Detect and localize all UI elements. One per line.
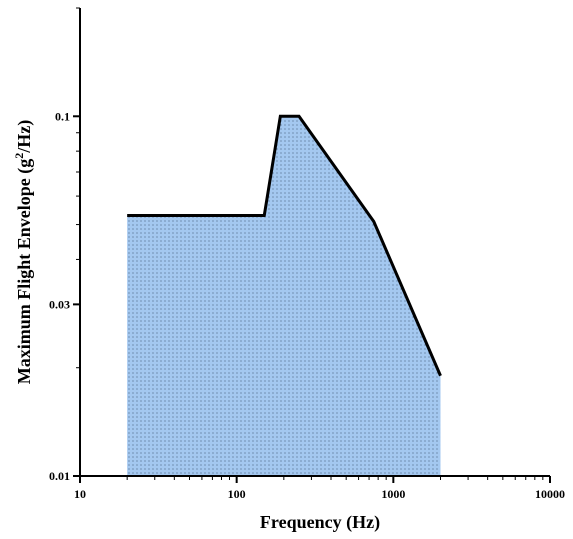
y-axis-title-superscript: 2 — [12, 153, 26, 159]
x-tick-label: 100 — [228, 487, 246, 501]
x-tick-label: 10 — [74, 487, 86, 501]
y-tick-label: 0.03 — [49, 297, 70, 311]
y-axis-title-prefix: Maximum Flight Envelope (g — [14, 159, 35, 385]
tick-labels: 10 100 1000 10000 0.01 0.03 0.1 — [49, 109, 565, 501]
y-axis-title: Maximum Flight Envelope (g2/Hz) — [12, 120, 35, 385]
x-axis-title: Frequency (Hz) — [260, 512, 380, 533]
axis-ticks — [73, 7, 551, 483]
x-tick-label: 1000 — [381, 487, 405, 501]
axes — [79, 8, 550, 477]
envelope-line — [127, 114, 442, 377]
y-axis-title-suffix: /Hz) — [14, 120, 35, 154]
y-tick-label: 0.01 — [49, 469, 70, 483]
area-fill-layer — [127, 114, 442, 476]
y-tick-label: 0.1 — [55, 109, 70, 123]
area-stipple — [127, 116, 441, 476]
x-tick-label: 10000 — [535, 487, 565, 501]
